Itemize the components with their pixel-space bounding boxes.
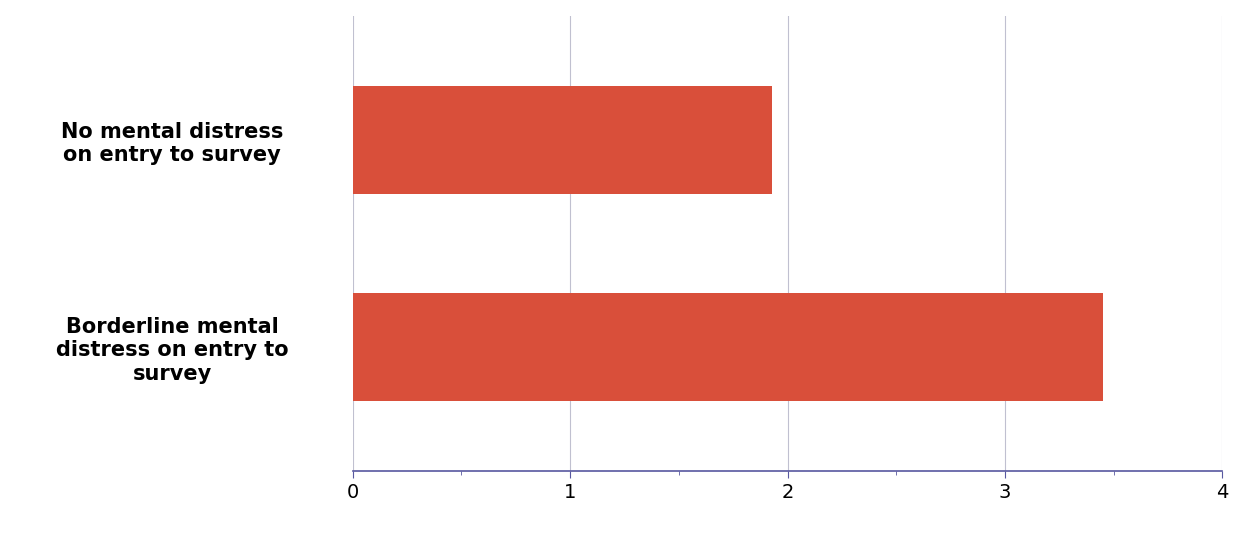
Bar xyxy=(353,86,772,194)
Bar xyxy=(353,293,1102,401)
